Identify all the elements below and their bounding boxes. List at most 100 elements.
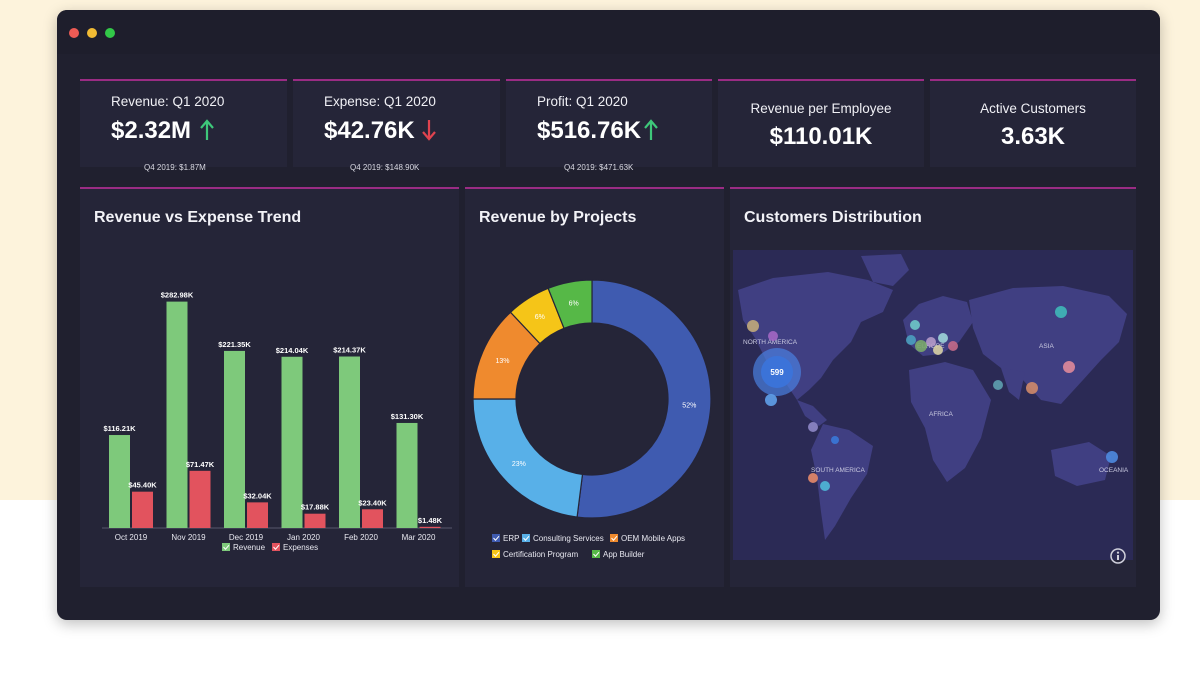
bar-expenses xyxy=(419,526,441,528)
map-label-oceania: OCEANIA xyxy=(1099,467,1129,474)
minimize-window-button[interactable] xyxy=(87,28,97,38)
greenland-shape xyxy=(861,254,909,286)
bar-value-label: $282.98K xyxy=(161,291,194,300)
revenue-expense-bar-chart[interactable]: $116.21K $45.40K Oct 2019 $282.98K $71.47K No… xyxy=(80,189,459,589)
customer-bubbles[interactable]: 599 xyxy=(747,306,1118,491)
revenue-by-projects-donut-chart[interactable]: 52% 23% 13% 6% 6% ERP Consulting Services OEM M… xyxy=(465,189,724,589)
kpi-previous: Q4 2019: $148.90K xyxy=(350,163,420,172)
kpi-card-active-customers[interactable]: Active Customers 3.63K xyxy=(930,79,1136,167)
bar-value-label: $116.21K xyxy=(103,424,136,433)
legend-label: Consulting Services xyxy=(533,534,604,543)
bar-expenses xyxy=(247,502,268,528)
bar-revenue xyxy=(224,350,245,528)
maximize-window-button[interactable] xyxy=(105,28,115,38)
australia-shape xyxy=(1051,442,1111,486)
x-tick-label: Feb 2020 xyxy=(344,533,378,542)
legend-label: OEM Mobile Apps xyxy=(621,534,685,543)
close-window-button[interactable] xyxy=(69,28,79,38)
legend-swatch xyxy=(222,543,230,551)
legend-swatch xyxy=(492,534,500,542)
slice-label: 6% xyxy=(569,301,579,308)
legend-label: Expenses xyxy=(283,543,318,552)
map-bubble xyxy=(993,380,1003,390)
central-america-shape xyxy=(797,400,827,426)
south-america-shape xyxy=(811,424,873,540)
map-bubble xyxy=(1106,451,1118,463)
panel-title: Customers Distribution xyxy=(744,209,922,226)
panel-title: Revenue by Projects xyxy=(479,209,637,226)
trend-up-icon xyxy=(200,119,214,140)
legend-item: App Builder xyxy=(592,550,645,559)
map-bubble xyxy=(906,335,916,345)
donut-slice xyxy=(547,279,593,330)
kpi-previous: Q4 2019: $1.87M xyxy=(144,163,206,172)
bar-expenses xyxy=(362,509,383,528)
kpi-card-revenue[interactable]: Revenue: Q1 2020 $2.32M Q4 2019: $1.87M xyxy=(80,79,287,172)
map-bubble xyxy=(915,340,927,352)
bar-value-label: $32.04K xyxy=(243,491,272,500)
panel-title: Revenue vs Expense Trend xyxy=(94,209,302,226)
map-bubble xyxy=(938,333,948,343)
info-icon[interactable] xyxy=(1110,548,1126,564)
map-bubble xyxy=(808,473,818,483)
map-bubble xyxy=(761,356,793,388)
legend-swatch xyxy=(492,550,500,558)
x-tick-label: Oct 2019 xyxy=(115,533,148,542)
map-label-north-america: NORTH AMERICA xyxy=(743,339,798,346)
map-label-asia: ASIA xyxy=(1039,343,1054,350)
kpi-card-revenue-per-employee[interactable]: Revenue per Employee $110.01K xyxy=(718,79,924,167)
map-bubble xyxy=(948,341,958,351)
legend-item: OEM Mobile Apps xyxy=(610,534,685,543)
legend-item: ERP xyxy=(492,534,519,543)
checkmark-icon xyxy=(523,535,530,541)
title-bar xyxy=(57,10,1160,54)
map-bubble xyxy=(765,394,777,406)
kpi-previous: Q4 2019: $471.63K xyxy=(564,163,634,172)
slice-label: 23% xyxy=(512,461,526,468)
revenue-expense-panel: Revenue vs Expense Trend $116.21K $45.40K… xyxy=(80,187,459,587)
revenue-by-projects-panel: Revenue by Projects 52% 23% 13% 6% 6% ERP Cons… xyxy=(465,187,724,587)
bar-value-label: $214.37K xyxy=(333,346,366,355)
legend-item-revenue: Revenue xyxy=(222,543,266,552)
bar-expenses xyxy=(189,470,211,528)
map-bubble xyxy=(747,320,759,332)
donut-slice xyxy=(576,279,712,519)
checkmark-icon xyxy=(493,535,500,541)
x-tick-label: Mar 2020 xyxy=(402,533,436,542)
x-tick-label: Jan 2020 xyxy=(287,533,320,542)
kpi-card-profit[interactable]: Profit: Q1 2020 $516.76K Q4 2019: $471.6… xyxy=(506,79,712,172)
bar-revenue xyxy=(339,356,360,528)
kpi-card-expense[interactable]: Expense: Q1 2020 $42.76K Q4 2019: $148.9… xyxy=(293,79,500,172)
map-bubble-label: 599 xyxy=(770,368,784,377)
kpi-value: $516.76K xyxy=(537,117,642,144)
bar-revenue xyxy=(396,422,418,528)
map-bubble xyxy=(1026,382,1038,394)
bar-value-label: $45.40K xyxy=(128,481,157,490)
map-label-africa: AFRICA xyxy=(929,411,954,418)
slice-label: 13% xyxy=(496,358,510,365)
legend-swatch xyxy=(522,534,530,542)
map-bubble xyxy=(1063,361,1075,373)
kpi-title: Revenue: Q1 2020 xyxy=(111,94,225,109)
map-label-south-america: SOUTH AMERICA xyxy=(811,467,865,474)
bar-revenue xyxy=(109,435,130,528)
bar-value-label: $1.48K xyxy=(418,516,443,525)
kpi-value: $2.32M xyxy=(111,117,192,144)
map-bubble xyxy=(910,320,920,330)
world-map[interactable]: NORTH AMERICA EUROPE ASIA AFRICA SOUTH A… xyxy=(733,250,1133,560)
bar-value-label: $23.40K xyxy=(358,498,387,507)
checkmark-icon xyxy=(493,551,500,557)
legend-label: App Builder xyxy=(603,550,645,559)
checkmark-icon xyxy=(593,551,600,557)
bar-revenue xyxy=(281,356,303,528)
bar-expenses xyxy=(132,491,153,528)
legend-swatch xyxy=(610,534,618,542)
bar-expenses xyxy=(304,513,326,528)
legend-label: Revenue xyxy=(233,543,266,552)
legend-swatch xyxy=(592,550,600,558)
kpi-title: Profit: Q1 2020 xyxy=(537,94,628,109)
kpi-value: $42.76K xyxy=(324,117,415,144)
legend-item: Consulting Services xyxy=(522,534,604,543)
slice-label: 6% xyxy=(535,314,545,321)
dashboard-window: Revenue: Q1 2020 $2.32M Q4 2019: $1.87M … xyxy=(57,10,1160,620)
